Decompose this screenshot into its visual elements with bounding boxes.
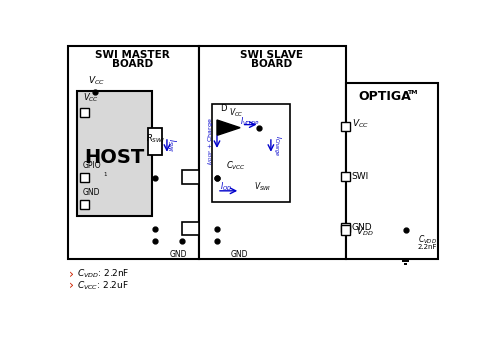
- Text: $I_{OD}$: $I_{OD}$: [220, 181, 232, 193]
- Text: $V_{CC}$: $V_{CC}$: [229, 107, 243, 119]
- Text: $V_{SWI}$: $V_{SWI}$: [254, 181, 271, 193]
- Text: $I_{SWI}$: $I_{SWI}$: [165, 138, 178, 153]
- Text: SWI: SWI: [352, 172, 369, 181]
- Text: TM: TM: [407, 90, 417, 95]
- Bar: [211, 104, 290, 202]
- Text: $C_{VCC}$: 2.2uF: $C_{VCC}$: 2.2uF: [77, 279, 128, 292]
- Text: GND: GND: [169, 250, 187, 259]
- Text: $C_{VCC}$: $C_{VCC}$: [226, 159, 246, 172]
- Text: $V_{DD}$: $V_{DD}$: [356, 225, 373, 238]
- Bar: [80, 200, 89, 209]
- Bar: [341, 172, 350, 181]
- Bar: [68, 46, 199, 259]
- Text: SWI SLAVE: SWI SLAVE: [240, 50, 303, 60]
- Text: $I_{Charge}$: $I_{Charge}$: [271, 135, 283, 157]
- Text: BOARD: BOARD: [251, 59, 292, 69]
- Text: $I_{VDDP}$ + Charge: $I_{VDDP}$ + Charge: [206, 118, 214, 165]
- Text: $V_{CC}$: $V_{CC}$: [87, 75, 105, 87]
- Text: 1: 1: [103, 172, 107, 177]
- Text: $C_{VDD}$: $C_{VDD}$: [418, 233, 437, 245]
- Text: GND: GND: [352, 223, 372, 232]
- Text: 2.2nF: 2.2nF: [418, 244, 438, 250]
- Bar: [77, 91, 152, 216]
- Bar: [341, 225, 350, 235]
- Bar: [80, 108, 89, 117]
- Bar: [80, 173, 89, 182]
- Bar: [341, 121, 350, 131]
- Text: $C_{VDD}$: 2.2nF: $C_{VDD}$: 2.2nF: [77, 268, 129, 280]
- Text: $V_{CC}$: $V_{CC}$: [352, 118, 369, 130]
- Text: $I_{VDDP}$: $I_{VDDP}$: [240, 115, 259, 128]
- Text: OPTIGA: OPTIGA: [359, 89, 411, 103]
- Bar: [346, 83, 438, 259]
- Bar: [199, 46, 346, 259]
- Bar: [182, 170, 199, 184]
- Text: D: D: [220, 104, 227, 113]
- Text: GND: GND: [83, 188, 100, 197]
- Text: GPIO: GPIO: [83, 161, 102, 170]
- Polygon shape: [217, 120, 240, 135]
- Text: $R_{SWI}$: $R_{SWI}$: [146, 132, 165, 145]
- Text: $V_{CC}$: $V_{CC}$: [83, 91, 99, 104]
- Text: ›: ›: [69, 267, 74, 280]
- Text: HOST: HOST: [84, 148, 145, 167]
- Text: GND: GND: [231, 250, 248, 259]
- Bar: [149, 128, 163, 155]
- Text: SWI MASTER: SWI MASTER: [95, 50, 169, 60]
- Bar: [182, 222, 199, 236]
- Bar: [341, 223, 350, 233]
- Text: ›: ›: [69, 279, 74, 292]
- Text: BOARD: BOARD: [112, 59, 153, 69]
